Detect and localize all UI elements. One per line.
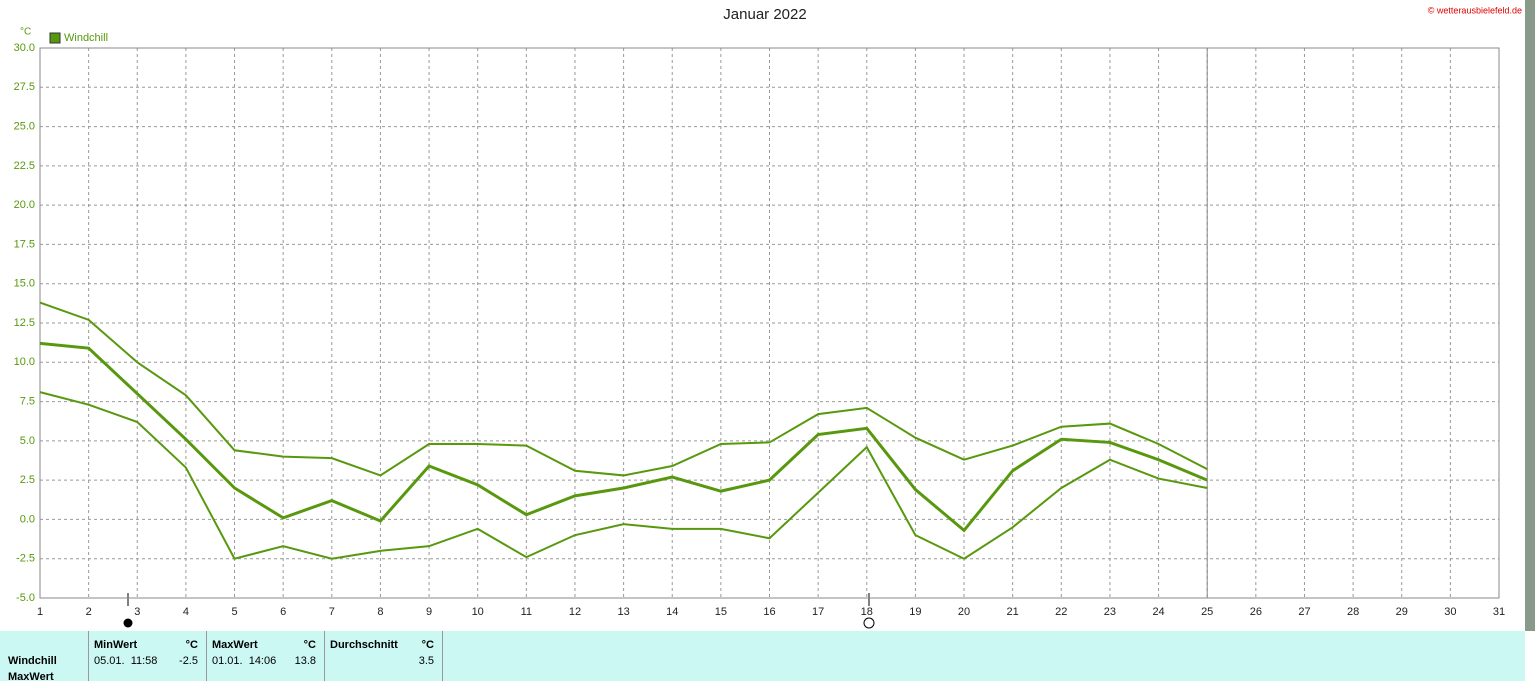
- column-separator: [88, 631, 89, 681]
- x-tick-label: 16: [763, 606, 775, 618]
- series-line: [39, 301, 1208, 477]
- y-tick-label: 17.5: [14, 238, 35, 250]
- x-tick-label: 20: [958, 606, 970, 618]
- y-tick-label: 7.5: [20, 395, 35, 407]
- cell-time: 05.01. 11:58: [94, 655, 158, 667]
- column-unit: °C: [421, 639, 434, 651]
- y-tick-label: -2.5: [16, 553, 35, 565]
- chart: Januar 2022 © wetterausbielefeld.de °C W…: [14, 0, 1535, 631]
- x-tick-label: 8: [377, 606, 383, 618]
- y-tick-label: 20.0: [14, 199, 35, 211]
- full-moon: [123, 618, 133, 628]
- x-tick-label: 21: [1007, 606, 1019, 618]
- y-tick-label: 2.5: [20, 474, 35, 486]
- column-unit: °C: [185, 639, 198, 651]
- y-tick-label: 22.5: [14, 160, 35, 172]
- x-tick-label: 5: [231, 606, 237, 618]
- x-tick-label: 15: [715, 606, 727, 618]
- y-tick-label: 0.0: [20, 513, 35, 525]
- chart-title: Januar 2022: [723, 6, 806, 23]
- x-tick-label: 26: [1250, 606, 1262, 618]
- cell-value: 3.5: [418, 655, 434, 667]
- x-tick-label: 17: [812, 606, 824, 618]
- y-axis-label: °C: [20, 27, 31, 38]
- x-tick-label: 22: [1055, 606, 1067, 618]
- x-tick-label: 10: [472, 606, 484, 618]
- y-tick-label: 5.0: [20, 435, 35, 447]
- x-tick-label: 7: [329, 606, 335, 618]
- y-tick-label: 30.0: [14, 42, 35, 54]
- x-tick-label: 2: [86, 606, 92, 618]
- x-tick-label: 24: [1152, 606, 1164, 618]
- x-tick-label: 1: [37, 606, 43, 618]
- row-label: Windchill: [8, 655, 57, 667]
- legend-label: Windchill: [64, 32, 108, 44]
- x-tick-label: 6: [280, 606, 286, 618]
- series-line: [39, 391, 1208, 560]
- x-tick-label: 25: [1201, 606, 1213, 618]
- column-title: Durchschnitt: [330, 639, 398, 651]
- plot-frame: [39, 47, 1500, 599]
- x-tick-label: 23: [1104, 606, 1116, 618]
- x-tick-label: 29: [1396, 606, 1408, 618]
- column-unit: °C: [303, 639, 316, 651]
- x-tick-label: 30: [1444, 606, 1456, 618]
- cell-time: 01.01. 14:06: [212, 655, 277, 667]
- column-title: MaxWert: [212, 639, 258, 651]
- y-tick-label: 10.0: [14, 356, 35, 368]
- cell-value: -2.5: [179, 655, 198, 667]
- x-tick-label: 19: [909, 606, 921, 618]
- legend-swatch: [49, 32, 61, 44]
- new-moon: [863, 617, 875, 629]
- x-tick-label: 12: [569, 606, 581, 618]
- y-tick-label: 27.5: [14, 81, 35, 93]
- side-strip: [1525, 0, 1535, 631]
- y-tick-label: 12.5: [14, 317, 35, 329]
- copyright: © wetterausbielefeld.de: [1428, 5, 1522, 15]
- cell-value: 13.8: [294, 655, 316, 667]
- stats-table: MinWert °C MaxWert °C Durchschnitt °C Windchil…: [0, 631, 1525, 683]
- column-title: MinWert: [94, 639, 138, 651]
- x-tick-label: 28: [1347, 606, 1359, 618]
- column-separator: [442, 631, 443, 681]
- x-tick-label: 14: [666, 606, 678, 618]
- x-tick-label: 11: [521, 606, 532, 618]
- column-separator: [324, 631, 325, 681]
- x-tick-label: 3: [134, 606, 140, 618]
- x-tick-label: 31: [1493, 606, 1505, 618]
- row-label: MaxWert: [8, 671, 54, 683]
- x-tick-label: 18: [861, 606, 873, 618]
- x-tick-label: 13: [617, 606, 629, 618]
- series-line: [39, 341, 1208, 533]
- x-tick-label: 4: [183, 606, 189, 618]
- column-separator: [206, 631, 207, 681]
- y-tick-label: 25.0: [14, 120, 35, 132]
- x-tick-label: 9: [426, 606, 432, 618]
- y-tick-label: 15.0: [14, 278, 35, 290]
- x-tick-label: 27: [1298, 606, 1310, 618]
- y-tick-label: -5.0: [16, 592, 35, 604]
